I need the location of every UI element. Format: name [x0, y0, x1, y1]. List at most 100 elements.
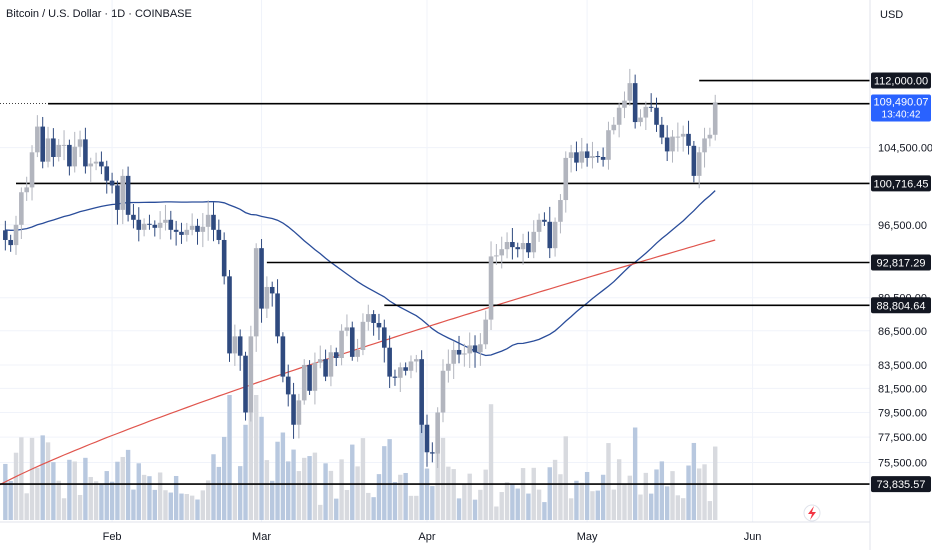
volume-bar [227, 395, 232, 520]
y-tick-label: 81,500.00 [878, 383, 927, 395]
volume-bar [125, 449, 131, 520]
volume-bar [157, 472, 163, 520]
volume-bar [499, 492, 504, 520]
volume-bar [691, 442, 697, 520]
volume-bar [334, 498, 339, 520]
candle-body [360, 321, 366, 350]
candle-body [211, 214, 216, 230]
y-tick-label: 77,500.00 [878, 432, 927, 444]
volume-bar [221, 436, 227, 520]
candle-body [632, 83, 638, 123]
candle-body [696, 152, 702, 176]
candle-body [339, 330, 344, 359]
y-tick-label: 96,500.00 [878, 220, 927, 232]
level-price-label: 100,716.45 [873, 178, 928, 190]
volume-bar [77, 494, 83, 520]
candles[interactable] [3, 68, 718, 468]
currency-label[interactable]: USD [880, 9, 904, 21]
candle-body [504, 242, 510, 250]
volume-bar [302, 457, 307, 520]
level-price-tag [871, 175, 931, 192]
x-tick-label: May [577, 531, 598, 543]
candle-body [414, 359, 419, 362]
level-price-tag [871, 297, 931, 314]
candle-body [387, 347, 392, 377]
candle-body [291, 394, 296, 425]
candle-body [147, 223, 152, 225]
candle-body [88, 163, 94, 167]
candle-body [691, 145, 697, 176]
candle-body [462, 353, 467, 355]
candle-body [675, 136, 681, 138]
candle-body [216, 229, 222, 240]
candle-body [547, 221, 553, 249]
candle-body [259, 248, 264, 309]
candle-body [611, 124, 617, 131]
price-tags: 112,000.00109,358.01100,716.4592,817.298… [871, 72, 931, 493]
volume-bar [536, 489, 542, 520]
volume-bar [382, 446, 387, 520]
horizontal-levels[interactable] [0, 79, 870, 485]
volume-bar [387, 439, 392, 520]
volume-bar [195, 499, 200, 520]
candle-body [243, 355, 248, 413]
x-tick-label: Apr [418, 531, 435, 543]
candle-body [99, 161, 104, 167]
candle-body [376, 322, 382, 328]
candle-body [200, 226, 206, 232]
lightning-icon[interactable] [803, 504, 821, 522]
candle-body [456, 349, 462, 355]
volume-bar [152, 489, 157, 520]
volume-bar [494, 506, 499, 520]
volume-bar [19, 437, 24, 520]
candle-body [296, 400, 302, 425]
candle-body [35, 126, 40, 153]
volume-bar [430, 486, 435, 520]
bar-countdown-label: 13:40:42 [882, 109, 921, 120]
volume-bar [440, 437, 446, 520]
candle-body [568, 152, 574, 158]
candle-body [365, 314, 371, 322]
volume-bar [189, 495, 195, 520]
volume-bar [45, 442, 51, 520]
candle-body [237, 336, 243, 356]
volume-bar [568, 498, 574, 520]
candle-body [179, 231, 184, 235]
candle-body [670, 136, 675, 152]
candle-body [109, 180, 115, 186]
volume-bar [3, 463, 8, 520]
candle-body [125, 175, 131, 215]
candle-body [253, 248, 259, 337]
candle-body [24, 187, 29, 193]
ma-slow-line [0, 239, 716, 486]
price-axis[interactable]: 104,500.0096,500.0089,500.0086,500.0083,… [878, 143, 932, 470]
candle-body [83, 139, 88, 167]
volume-bar [697, 468, 702, 520]
candle-body [494, 255, 499, 257]
volume-bar [584, 471, 590, 520]
volume-bar [542, 502, 547, 520]
level-price-tag [871, 72, 931, 89]
candle-body [659, 124, 665, 138]
volume-bar [414, 495, 419, 520]
y-tick-label: 86,500.00 [878, 326, 927, 338]
volume-bar [366, 492, 371, 520]
candle-body [227, 276, 232, 354]
volume-bar [659, 461, 665, 520]
candle-body [13, 224, 19, 246]
time-axis[interactable]: Feb Mar Apr May Jun [103, 531, 762, 543]
candle-body [408, 361, 414, 371]
volume-bar [622, 483, 627, 520]
candle-body [622, 100, 627, 108]
volume-bar [211, 454, 216, 520]
volume-bar [392, 482, 398, 520]
volume-bar [510, 483, 515, 520]
candle-body [584, 151, 590, 158]
candle-body [590, 156, 595, 158]
candle-body [280, 336, 286, 377]
candle-body [579, 151, 585, 163]
candle-body [643, 106, 649, 118]
candle-body [285, 376, 291, 395]
